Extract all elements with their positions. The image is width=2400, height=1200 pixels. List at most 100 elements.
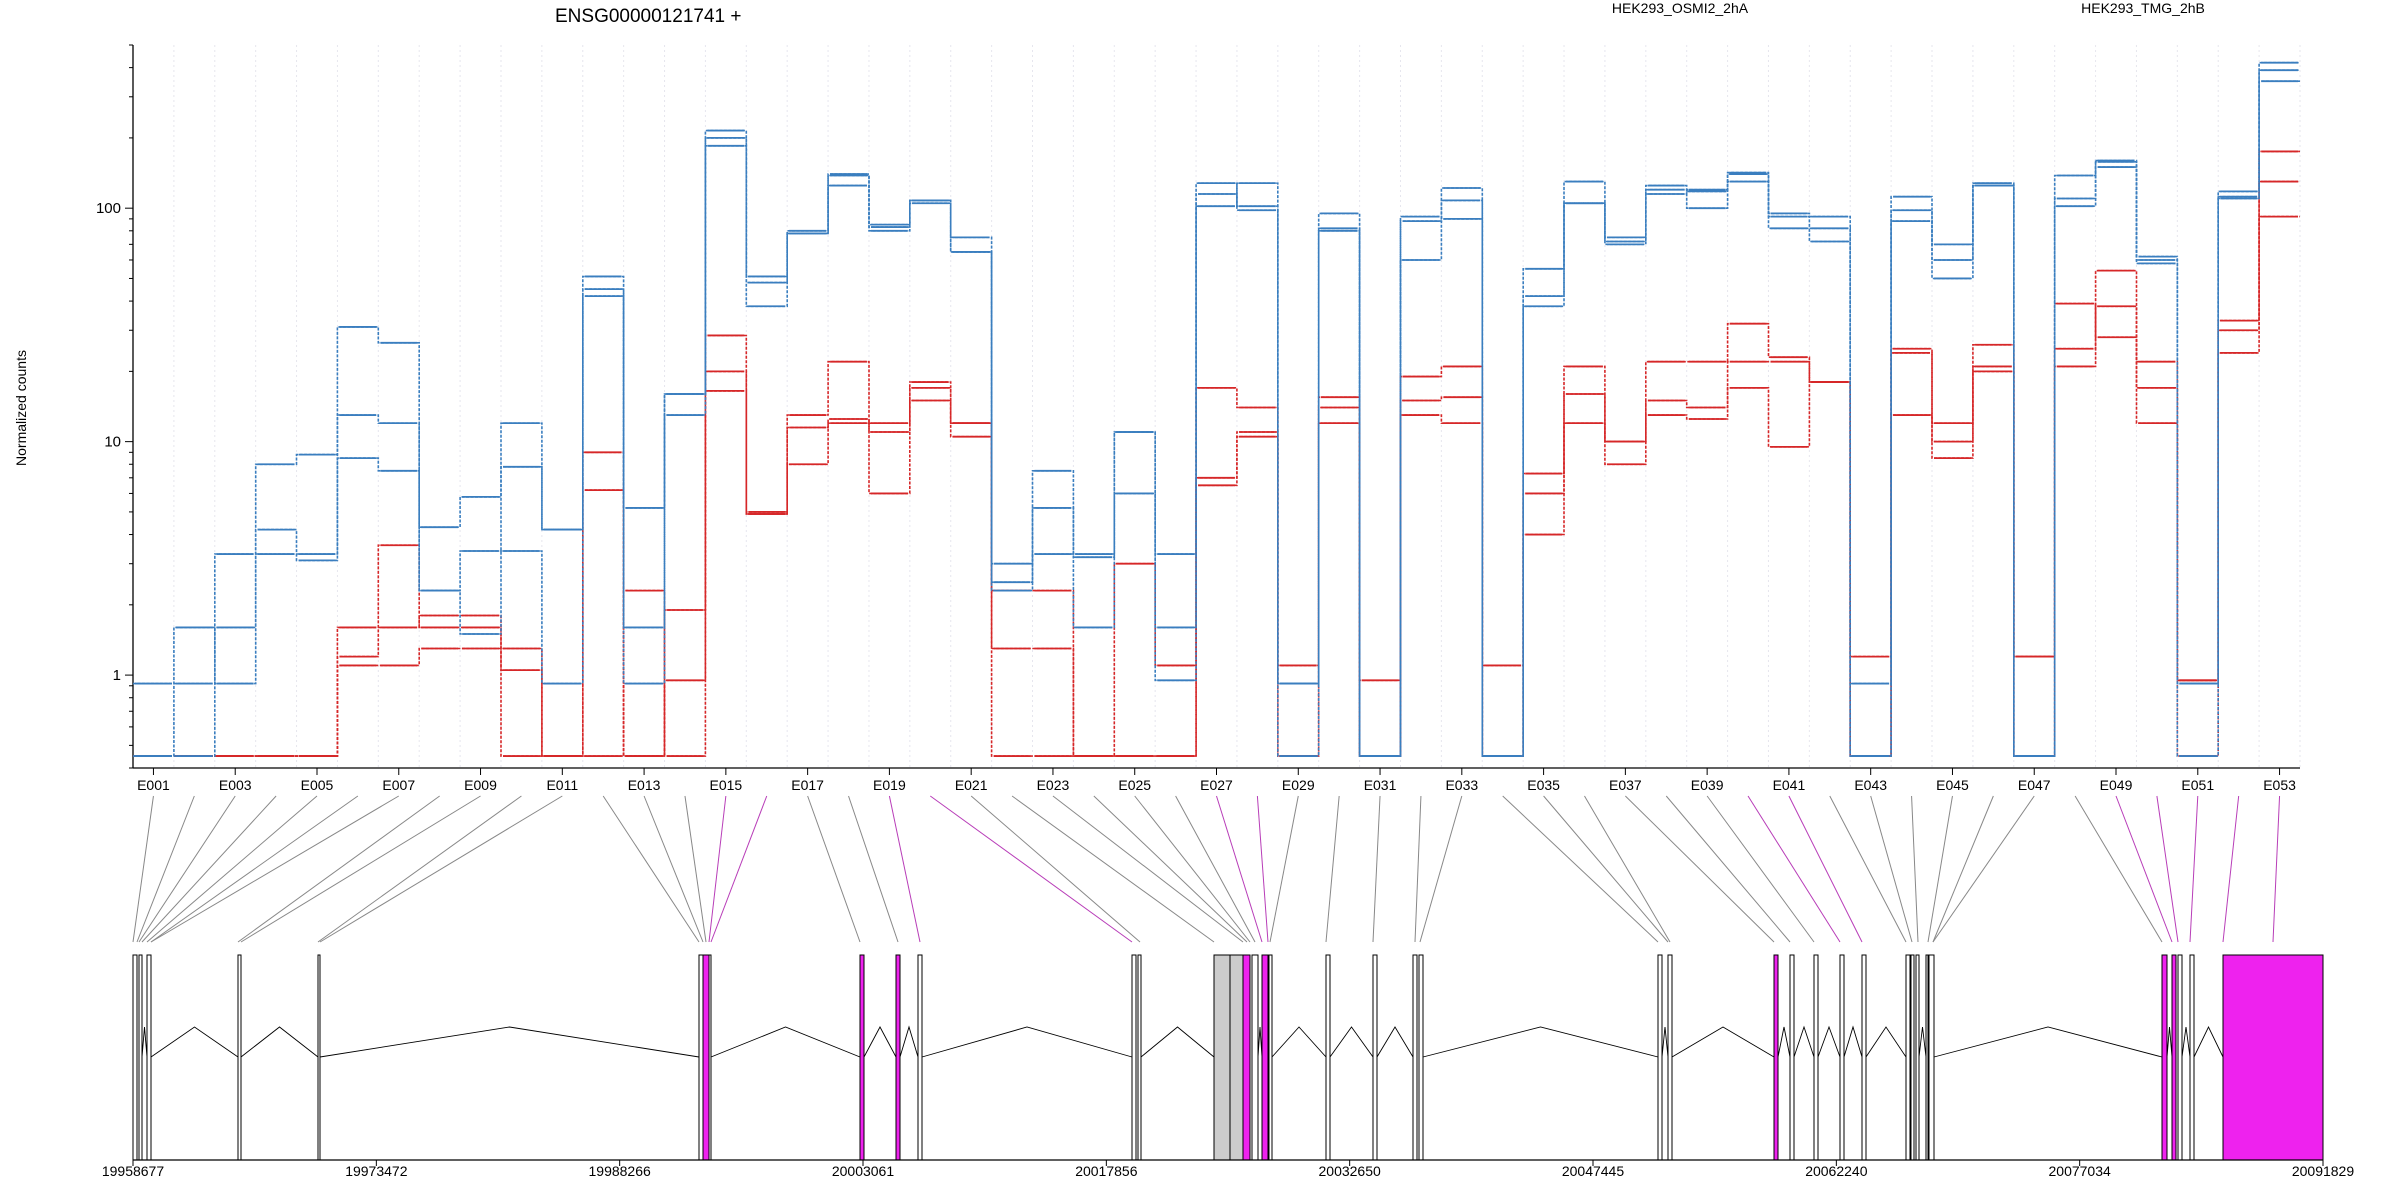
exon — [2189, 954, 2195, 1161]
x-tick-label: E025 — [1118, 777, 1151, 793]
x-tick-label: E049 — [2100, 777, 2133, 793]
coord-tick-label: 19973472 — [345, 1163, 408, 1179]
exon — [2177, 954, 2183, 1161]
exon-connector — [1927, 795, 1953, 943]
exon-connector — [1093, 795, 1248, 943]
y-tick-label: 100 — [96, 200, 121, 217]
x-tick-label: E035 — [1527, 777, 1560, 793]
exon-connector — [150, 795, 359, 943]
intron — [1865, 1026, 1907, 1058]
intron — [319, 1026, 700, 1058]
exon — [146, 954, 152, 1161]
exon-connector — [2074, 795, 2163, 943]
exon — [1657, 954, 1663, 1161]
exon-connector — [1543, 795, 1669, 943]
intron — [1777, 1026, 1791, 1058]
exon-connector — [1788, 795, 1863, 943]
legend-entry-tmg: HEK293_TMG_2hB — [2081, 0, 2205, 16]
x-tick-label: E053 — [2263, 777, 2296, 793]
exon-connector — [1134, 795, 1251, 943]
y-axis-label: Normalized counts — [13, 350, 29, 466]
exon-connector — [1706, 795, 1815, 943]
coord-tick-label: 19988266 — [589, 1163, 652, 1179]
exon — [1213, 954, 1231, 1161]
x-tick-label: E039 — [1691, 777, 1724, 793]
exon-connector — [1256, 795, 1269, 943]
exon-highlighted — [2222, 954, 2324, 1161]
intron — [1140, 1026, 1215, 1058]
intron — [150, 1026, 239, 1058]
exon — [1813, 954, 1819, 1161]
exon-connector — [1419, 795, 1463, 943]
exon-highlighted — [1261, 954, 1269, 1161]
exon-connector — [1665, 795, 1791, 943]
exon-connector — [1747, 795, 1841, 943]
exon — [1418, 954, 1424, 1161]
series-line — [133, 69, 2300, 757]
x-tick-label: E031 — [1364, 777, 1397, 793]
intron — [240, 1026, 319, 1058]
exon — [317, 954, 321, 1161]
exon — [132, 954, 138, 1161]
exon-connector — [970, 795, 1141, 943]
exon-connector — [684, 795, 707, 943]
intron — [1376, 1026, 1414, 1058]
x-tick-label: E001 — [137, 777, 170, 793]
exon-connector — [1932, 795, 1994, 943]
x-axis: E001 E003 E005 E007 E009 E011 E013 E015 E017 E019… — [133, 767, 2300, 793]
exon-connector — [1625, 795, 1775, 943]
exon — [1905, 954, 1911, 1161]
coord-tick-label: 19958677 — [102, 1163, 165, 1179]
x-tick-label: E029 — [1282, 777, 1315, 793]
exon — [1928, 954, 1935, 1161]
y-tick-label: 1 — [113, 667, 121, 684]
exon-connector — [2272, 795, 2281, 943]
exon-highlighted — [702, 954, 710, 1161]
x-tick-label: E023 — [1037, 777, 1070, 793]
intron — [141, 1026, 148, 1058]
exon-connector — [602, 795, 700, 943]
grid-layer — [132, 45, 2301, 768]
exon — [1229, 954, 1244, 1161]
exon-connector — [319, 795, 563, 943]
exon — [1839, 954, 1845, 1161]
exon-highlighted — [2161, 954, 2168, 1161]
x-tick-label: E037 — [1609, 777, 1642, 793]
series-line — [133, 215, 2300, 757]
exon-connector — [2115, 795, 2173, 943]
exon-connector — [1829, 795, 1907, 943]
intron — [1918, 1026, 1927, 1058]
intron — [1933, 1026, 2163, 1058]
exon-connector — [146, 795, 318, 943]
exon-highlighted — [1242, 954, 1251, 1161]
exon-highlighted — [895, 954, 901, 1161]
exon-connector — [1372, 795, 1381, 943]
exon — [698, 954, 704, 1161]
exon-connector — [237, 795, 440, 943]
exon-connector — [1911, 795, 1919, 943]
exon — [1325, 954, 1331, 1161]
x-tick-label: E007 — [382, 777, 415, 793]
exon-connector — [150, 795, 400, 943]
x-tick-label: E041 — [1773, 777, 1806, 793]
x-tick-label: E033 — [1445, 777, 1478, 793]
exon-connector — [1216, 795, 1263, 943]
x-tick-label: E017 — [791, 777, 824, 793]
intron — [921, 1026, 1133, 1058]
series-line — [133, 61, 2300, 757]
exon-connector — [1052, 795, 1244, 943]
x-tick-label: E045 — [1936, 777, 1969, 793]
exon — [1925, 954, 1929, 1161]
exon-connector — [1870, 795, 1913, 943]
x-tick-label: E011 — [546, 777, 578, 793]
exon — [1789, 954, 1795, 1161]
exon-connector — [888, 795, 921, 943]
exon-connector — [1325, 795, 1340, 943]
intron — [1793, 1025, 1815, 1058]
series-line — [133, 150, 2300, 757]
exon-connector — [807, 795, 861, 943]
intron — [1661, 1026, 1669, 1058]
exon-connector — [1932, 795, 2035, 943]
intron — [1817, 1025, 1841, 1058]
